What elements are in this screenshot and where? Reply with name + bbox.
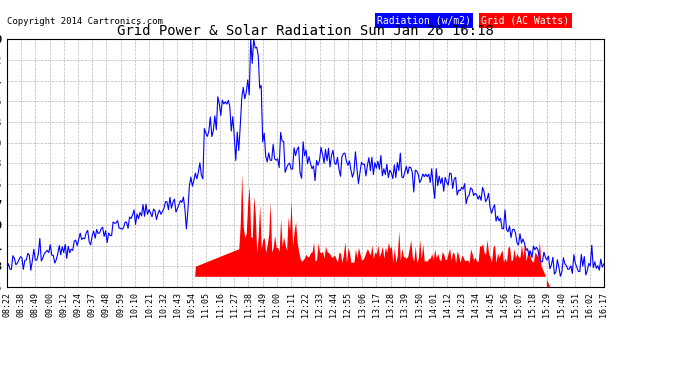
Text: Radiation (w/m2): Radiation (w/m2) [377, 16, 471, 26]
Title: Grid Power & Solar Radiation Sun Jan 26 16:18: Grid Power & Solar Radiation Sun Jan 26 … [117, 24, 494, 38]
Text: Grid (AC Watts): Grid (AC Watts) [482, 16, 569, 26]
Text: Copyright 2014 Cartronics.com: Copyright 2014 Cartronics.com [7, 17, 163, 26]
